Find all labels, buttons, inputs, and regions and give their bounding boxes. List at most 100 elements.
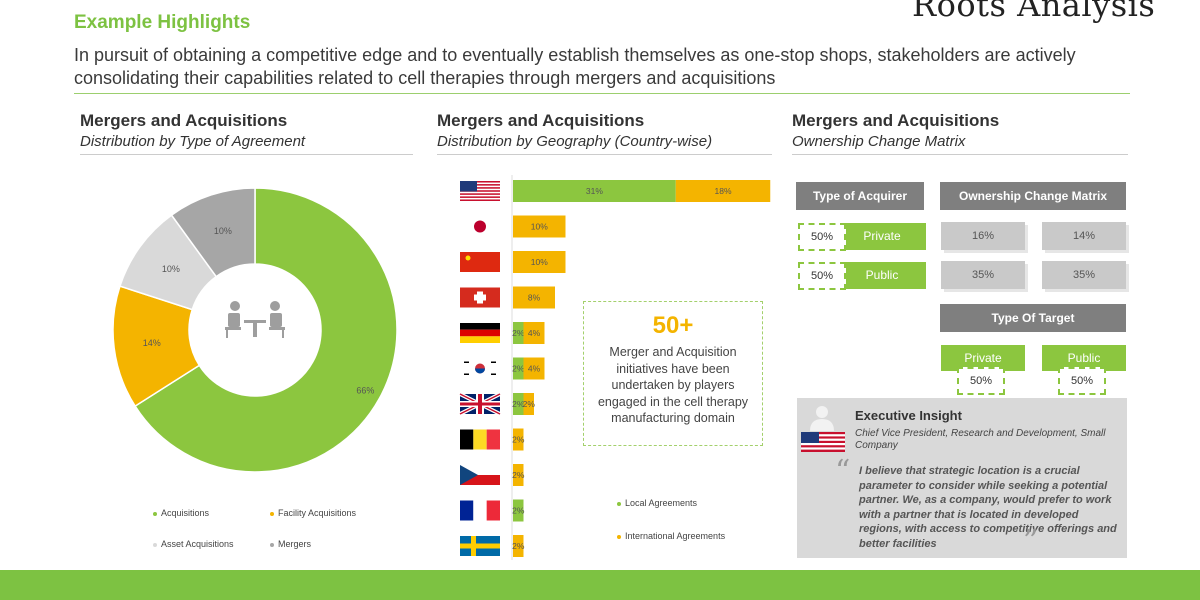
callout-number: 50+ — [652, 312, 694, 339]
czech-flag-icon — [460, 465, 500, 485]
bar-value-label: 2% — [523, 399, 536, 409]
acquirer-public-pct: 50% — [798, 262, 846, 290]
acquirer-private-pct: 50% — [798, 223, 846, 251]
ownership-header: Ownership Change Matrix — [940, 182, 1126, 210]
executive-insight-box: Executive Insight Chief Vice President, … — [797, 398, 1127, 559]
usa-flag-icon — [460, 181, 500, 201]
legend-item-asset-acquisitions: Asset Acquisitions — [153, 539, 234, 549]
local-bar — [513, 499, 524, 522]
page-title: Example Highlights — [74, 12, 251, 33]
legend-dot — [153, 542, 157, 547]
matrix-cell: 35% — [941, 261, 1025, 289]
local-bar — [513, 180, 676, 202]
legend-item-local: Local Agreements — [617, 498, 697, 508]
legend-label: Asset Acquisitions — [161, 539, 234, 549]
switzerland-flag-icon — [460, 287, 500, 308]
insight-role: Chief Vice President, Research and Devel… — [855, 428, 1106, 451]
international-bar — [523, 322, 545, 344]
legend-label: Acquisitions — [161, 508, 210, 518]
type-section-title: Mergers and Acquisitions — [80, 111, 288, 130]
matrix-section-subtitle: Ownership Change Matrix — [792, 133, 966, 150]
type-section-subtitle: Distribution by Type of Agreement — [80, 133, 306, 150]
bar-value-label: 2% — [512, 399, 525, 409]
international-bar — [513, 535, 524, 557]
bar-value-label: 31% — [586, 186, 603, 196]
international-bar — [523, 357, 545, 380]
geo-section-title: Mergers and Acquisitions — [437, 111, 645, 130]
matrix-cell: 16% — [941, 222, 1025, 250]
legend-item-acquisitions: Acquisitions — [153, 508, 209, 518]
matrix-cell: 14% — [1042, 222, 1126, 250]
target-public: Public — [1042, 345, 1126, 371]
donut-slice-label: 66% — [356, 386, 374, 396]
legend-dot — [270, 542, 274, 547]
header-divider — [74, 93, 1130, 94]
acquirer-private: Private — [838, 223, 926, 250]
china-flag-icon — [460, 252, 500, 272]
acquirer-public: Public — [838, 262, 926, 289]
donut-slice-label: 14% — [143, 338, 161, 348]
page-subtitle: In pursuit of obtaining a competitive ed… — [74, 45, 1076, 88]
geo-section-subtitle: Distribution by Geography (Country-wise) — [437, 133, 713, 150]
matrix-section-header: Mergers and Acquisitions Ownership Chang… — [792, 111, 1128, 155]
legend-label: Facility Acquisitions — [278, 508, 357, 518]
bar-value-label: 10% — [531, 222, 548, 232]
company-logo: Roots Analysis — [912, 0, 1156, 24]
target-private: Private — [941, 345, 1025, 371]
legend-label: Mergers — [278, 539, 312, 549]
donut-slice — [170, 187, 256, 278]
legend-dot — [617, 534, 621, 539]
japan-flag-icon — [460, 216, 500, 237]
legend-item-international: International Agreements — [617, 531, 725, 541]
donut-slice-label: 10% — [214, 226, 232, 236]
geo-bar-chart: 31% 18%10%10%8%2% 4%2% 4%2%2%2%2%2%2% — [459, 175, 771, 560]
target-public-pct: 50% — [1058, 367, 1106, 395]
target-header: Type Of Target — [940, 304, 1126, 332]
legend-dot — [270, 511, 274, 516]
meeting-icon — [225, 301, 285, 338]
uk-flag-icon — [459, 392, 501, 416]
bar-value-label: 4% — [528, 328, 541, 338]
bar-value-label: 4% — [528, 364, 541, 374]
local-bar — [513, 393, 524, 415]
bar-value-label: 2% — [512, 470, 525, 480]
germany-flag-icon — [460, 323, 500, 343]
international-bar — [513, 286, 555, 309]
donut-slice — [134, 187, 398, 473]
open-quote-icon: “ — [835, 454, 851, 489]
type-section-divider — [80, 154, 413, 155]
bar-value-label: 10% — [531, 257, 548, 267]
sweden-flag-icon — [460, 536, 500, 556]
international-bar — [675, 180, 771, 202]
international-bar — [513, 215, 566, 238]
bar-value-label: 8% — [528, 293, 541, 303]
belgium-flag-icon — [460, 429, 500, 450]
bar-value-label: 2% — [512, 328, 525, 338]
insight-title: Executive Insight — [855, 408, 962, 423]
matrix-cell: 35% — [1042, 261, 1126, 289]
type-donut-chart: 66% 14% 10% 10% — [112, 187, 398, 473]
legend-label: International Agreements — [625, 531, 726, 541]
geo-section-header: Mergers and Acquisitions Distribution by… — [437, 111, 772, 155]
legend-dot — [153, 511, 157, 516]
target-private-pct: 50% — [957, 367, 1005, 395]
legend-item-mergers: Mergers — [270, 539, 311, 549]
matrix-section-divider — [792, 154, 1128, 155]
international-bar — [513, 251, 566, 273]
person-icon — [810, 406, 834, 431]
international-bar — [523, 393, 534, 415]
highlight-callout: 50+ Merger and Acquisition initiatives h… — [583, 301, 763, 446]
callout-text: Merger and Acquisition initiatives have … — [597, 345, 749, 425]
footer-bar — [0, 570, 1200, 600]
bar-value-label: 18% — [714, 186, 731, 196]
geo-section-divider — [437, 154, 772, 155]
local-bar — [513, 357, 524, 380]
bar-value-label: 2% — [512, 364, 525, 374]
bar-value-label: 2% — [512, 506, 525, 516]
bar-value-label: 2% — [512, 541, 525, 551]
insight-quote: I believe that strategic location is a c… — [859, 465, 1117, 550]
usa-flag-icon — [801, 432, 845, 452]
type-section-header: Mergers and Acquisitions Distribution by… — [80, 111, 413, 155]
legend-label: Local Agreements — [625, 498, 698, 508]
international-bar — [513, 428, 524, 451]
